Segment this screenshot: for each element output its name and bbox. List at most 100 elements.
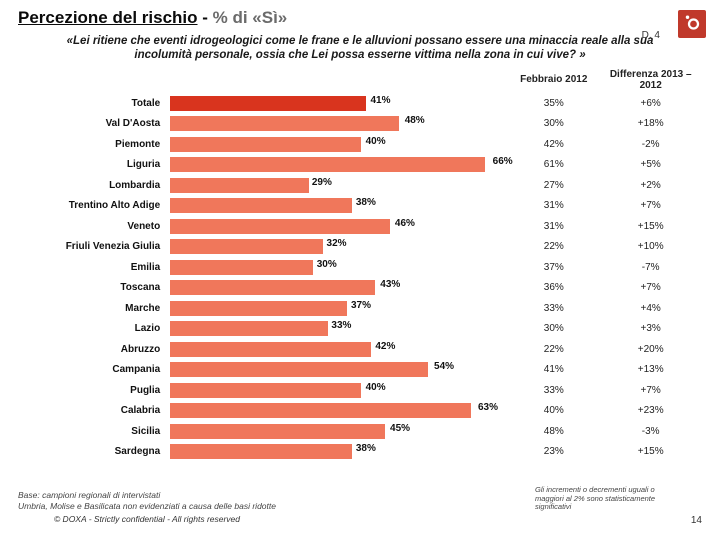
diff-value: +15% (599, 441, 702, 462)
bar (170, 96, 366, 111)
row-label: Lazio (18, 318, 166, 339)
feb-value: 42% (508, 134, 599, 155)
title-sub: % di «Sì» (213, 8, 288, 27)
diff-value: +7% (599, 277, 702, 298)
bar (170, 219, 389, 234)
feb-value: 35% (508, 93, 599, 114)
feb-value: 36% (508, 277, 599, 298)
bar-value: 29% (312, 177, 332, 188)
feb-value: 22% (508, 339, 599, 360)
bar (170, 383, 361, 398)
feb-value: 23% (508, 441, 599, 462)
bar-cell: 41% (166, 93, 508, 114)
bar-cell: 33% (166, 318, 508, 339)
row-label: Piemonte (18, 134, 166, 155)
row-label: Puglia (18, 380, 166, 401)
feb-value: 30% (508, 318, 599, 339)
bar-value: 41% (371, 95, 391, 106)
bar-value: 46% (395, 218, 415, 229)
bar-cell: 43% (166, 277, 508, 298)
row-label: Marche (18, 298, 166, 319)
col-feb: Febbraio 2012 (508, 67, 599, 93)
bar (170, 301, 347, 316)
bar-value: 66% (493, 156, 513, 167)
diff-value: +23% (599, 400, 702, 421)
feb-value: 33% (508, 380, 599, 401)
footnote: Base: campioni regionali di intervistati… (18, 490, 276, 524)
bar-value: 48% (405, 115, 425, 126)
row-label: Veneto (18, 216, 166, 237)
row-label: Abruzzo (18, 339, 166, 360)
feb-value: 61% (508, 154, 599, 175)
row-label: Emilia (18, 257, 166, 278)
feb-value: 33% (508, 298, 599, 319)
bar-cell: 37% (166, 298, 508, 319)
bar (170, 362, 428, 377)
row-label: Val D'Aosta (18, 113, 166, 134)
feb-value: 48% (508, 421, 599, 442)
row-label: Calabria (18, 400, 166, 421)
diff-value: +6% (599, 93, 702, 114)
bar-value: 30% (317, 259, 337, 270)
row-label: Campania (18, 359, 166, 380)
diff-value: +3% (599, 318, 702, 339)
bar-value: 63% (478, 402, 498, 413)
title-main: Percezione del rischio (18, 8, 198, 27)
diff-value: -7% (599, 257, 702, 278)
bar-cell: 30% (166, 257, 508, 278)
brand-logo (678, 10, 706, 38)
col-diff: Differenza 2013 – 2012 (599, 67, 702, 93)
bar (170, 198, 351, 213)
bar-value: 38% (356, 197, 376, 208)
diff-value: +10% (599, 236, 702, 257)
confidential: © DOXA - Strictly confidential - All rig… (18, 514, 276, 524)
diff-value: +7% (599, 380, 702, 401)
diff-value: +4% (599, 298, 702, 319)
bar-value: 32% (327, 238, 347, 249)
significance-note: Gli incrementi o decrementi uguali o mag… (535, 486, 680, 512)
row-label: Sicilia (18, 421, 166, 442)
bar-value: 40% (366, 382, 386, 393)
feb-value: 37% (508, 257, 599, 278)
bar-cell: 63% (166, 400, 508, 421)
diff-value: +20% (599, 339, 702, 360)
question-id: D. 4 (642, 30, 660, 41)
feb-value: 41% (508, 359, 599, 380)
bar (170, 137, 361, 152)
diff-value: +5% (599, 154, 702, 175)
bar (170, 424, 385, 439)
diff-value: -2% (599, 134, 702, 155)
bar-value: 43% (380, 279, 400, 290)
bar (170, 403, 471, 418)
bar-value: 45% (390, 423, 410, 434)
bar-value: 40% (366, 136, 386, 147)
bar-cell: 40% (166, 134, 508, 155)
bar-cell: 32% (166, 236, 508, 257)
bar-cell: 54% (166, 359, 508, 380)
feb-value: 40% (508, 400, 599, 421)
bar-cell: 46% (166, 216, 508, 237)
page-title: Percezione del rischio - % di «Sì» (18, 8, 702, 28)
page-number: 14 (691, 515, 702, 526)
bar (170, 444, 351, 459)
row-label: Totale (18, 93, 166, 114)
diff-value: +13% (599, 359, 702, 380)
row-label: Liguria (18, 154, 166, 175)
feb-value: 31% (508, 195, 599, 216)
bar-cell: 38% (166, 441, 508, 462)
bar-value: 33% (331, 320, 351, 331)
bar (170, 116, 399, 131)
survey-question: «Lei ritiene che eventi idrogeologici co… (18, 34, 702, 63)
bar-cell: 29% (166, 175, 508, 196)
bar (170, 239, 323, 254)
bar-cell: 45% (166, 421, 508, 442)
bar-value: 37% (351, 300, 371, 311)
bar (170, 280, 375, 295)
diff-value: +2% (599, 175, 702, 196)
feb-value: 27% (508, 175, 599, 196)
diff-value: +18% (599, 113, 702, 134)
diff-value: +7% (599, 195, 702, 216)
bar-value: 38% (356, 443, 376, 454)
row-label: Toscana (18, 277, 166, 298)
diff-value: +15% (599, 216, 702, 237)
